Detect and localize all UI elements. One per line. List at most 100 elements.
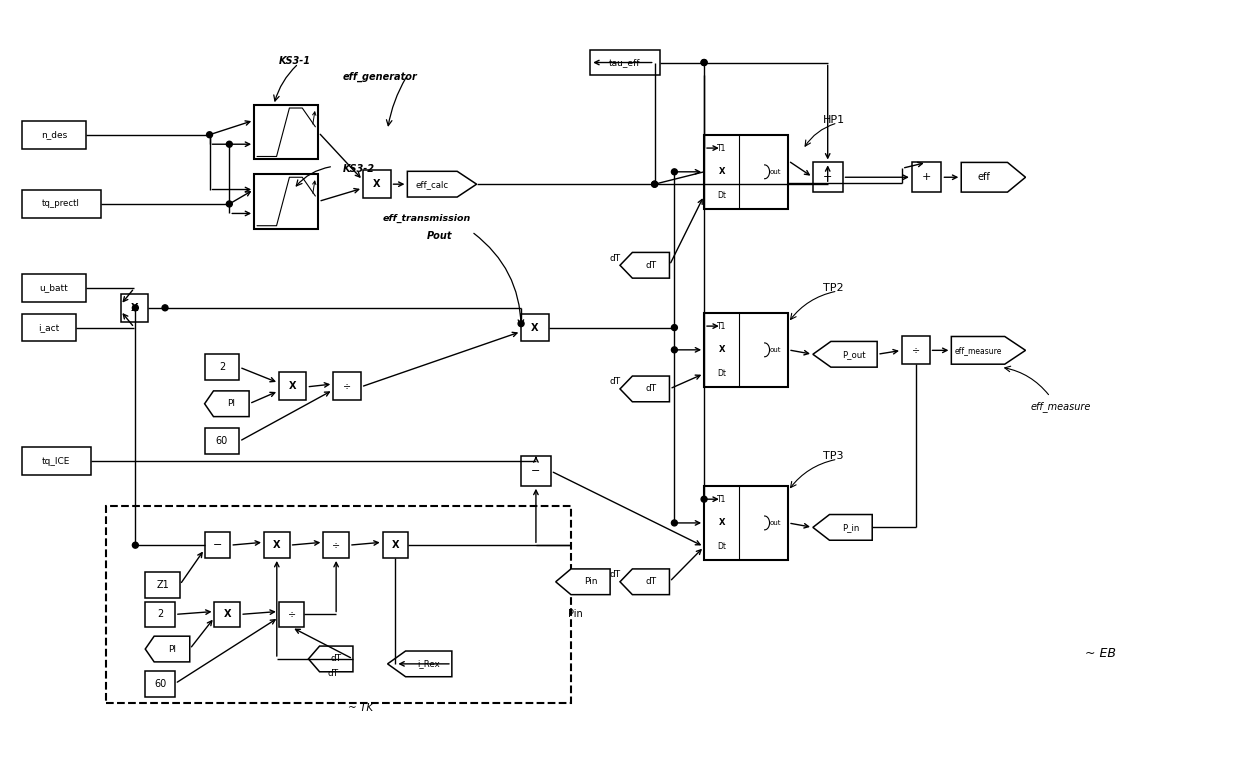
FancyBboxPatch shape — [21, 447, 91, 475]
Text: eff_calc: eff_calc — [415, 180, 449, 189]
Text: P_out: P_out — [842, 350, 866, 359]
Text: X: X — [130, 303, 138, 313]
Circle shape — [227, 141, 232, 147]
FancyBboxPatch shape — [145, 572, 180, 597]
Text: X: X — [223, 610, 231, 620]
Text: eff_measure: eff_measure — [955, 346, 1002, 355]
Text: eff_generator: eff_generator — [343, 72, 418, 82]
Polygon shape — [556, 569, 610, 594]
FancyBboxPatch shape — [254, 105, 319, 159]
Text: tq_prectl: tq_prectl — [42, 200, 81, 209]
Text: +: + — [921, 172, 931, 182]
Text: ÷: ÷ — [911, 345, 920, 355]
FancyBboxPatch shape — [279, 372, 306, 400]
Text: dT: dT — [327, 669, 339, 678]
Text: 60: 60 — [216, 437, 228, 447]
Text: X: X — [273, 540, 280, 550]
FancyBboxPatch shape — [254, 174, 319, 229]
FancyBboxPatch shape — [334, 372, 361, 400]
Text: ÷: ÷ — [288, 610, 295, 620]
Polygon shape — [951, 337, 1025, 364]
FancyBboxPatch shape — [145, 671, 175, 696]
Text: HP1: HP1 — [823, 115, 844, 125]
Text: ÷: ÷ — [332, 540, 340, 550]
FancyBboxPatch shape — [21, 314, 76, 341]
Text: X: X — [718, 168, 725, 176]
Text: 60: 60 — [154, 679, 166, 689]
Text: KS3-2: KS3-2 — [343, 165, 374, 174]
Text: Z1: Z1 — [156, 580, 169, 590]
FancyBboxPatch shape — [704, 312, 789, 387]
Circle shape — [671, 325, 677, 331]
Text: dT: dT — [645, 261, 656, 270]
Text: n_des: n_des — [41, 130, 67, 139]
Text: eff: eff — [978, 172, 991, 182]
Circle shape — [671, 520, 677, 526]
Text: −: − — [531, 466, 541, 476]
FancyBboxPatch shape — [324, 533, 348, 558]
Circle shape — [227, 201, 232, 207]
FancyBboxPatch shape — [215, 601, 241, 627]
Text: X: X — [392, 540, 399, 550]
Text: ÷: ÷ — [343, 381, 351, 391]
Circle shape — [671, 169, 677, 174]
Text: Pin: Pin — [584, 578, 598, 586]
Text: Dt: Dt — [717, 543, 727, 551]
Text: 2: 2 — [157, 610, 164, 620]
FancyBboxPatch shape — [521, 456, 551, 486]
Text: dT: dT — [610, 254, 620, 263]
Text: tq_ICE: tq_ICE — [42, 456, 71, 466]
FancyBboxPatch shape — [704, 486, 789, 560]
Text: PI: PI — [167, 645, 176, 654]
Text: T1: T1 — [717, 322, 727, 331]
Text: T1: T1 — [717, 143, 727, 152]
Text: −: − — [823, 172, 832, 182]
Text: X: X — [289, 381, 296, 391]
Polygon shape — [388, 651, 451, 677]
Text: dT: dT — [610, 570, 620, 579]
Polygon shape — [205, 391, 249, 417]
FancyBboxPatch shape — [21, 274, 86, 302]
Text: 2: 2 — [218, 362, 224, 372]
Text: dT: dT — [645, 384, 656, 393]
FancyBboxPatch shape — [205, 533, 231, 558]
Circle shape — [518, 321, 525, 327]
Text: Pin: Pin — [568, 610, 583, 620]
Text: out: out — [770, 520, 781, 526]
Text: X: X — [718, 518, 725, 527]
FancyBboxPatch shape — [205, 354, 239, 380]
Text: X: X — [531, 322, 538, 332]
FancyBboxPatch shape — [901, 337, 930, 364]
Text: Dt: Dt — [717, 191, 727, 200]
FancyBboxPatch shape — [21, 190, 100, 218]
Text: u_batt: u_batt — [40, 283, 68, 293]
FancyBboxPatch shape — [383, 533, 408, 558]
Polygon shape — [961, 162, 1025, 192]
Polygon shape — [813, 341, 877, 367]
Text: dT: dT — [610, 377, 620, 386]
FancyBboxPatch shape — [205, 428, 239, 454]
Text: dT: dT — [331, 655, 342, 664]
FancyBboxPatch shape — [911, 162, 941, 192]
Text: TP2: TP2 — [823, 283, 843, 293]
Text: T1: T1 — [717, 495, 727, 504]
Text: eff_measure: eff_measure — [1030, 402, 1091, 412]
Text: X: X — [373, 179, 381, 189]
FancyBboxPatch shape — [21, 121, 86, 149]
Text: PI: PI — [227, 399, 236, 408]
FancyBboxPatch shape — [813, 162, 842, 192]
Text: P_in: P_in — [842, 523, 859, 532]
Text: i_act: i_act — [38, 323, 60, 332]
Circle shape — [133, 543, 139, 548]
Circle shape — [652, 181, 657, 187]
Circle shape — [671, 347, 677, 353]
FancyBboxPatch shape — [590, 50, 660, 75]
Text: X: X — [718, 345, 725, 354]
FancyBboxPatch shape — [120, 294, 149, 322]
Polygon shape — [408, 171, 476, 197]
Text: dT: dT — [645, 578, 656, 586]
Text: Dt: Dt — [717, 369, 727, 378]
Text: −: − — [213, 540, 222, 550]
FancyBboxPatch shape — [363, 171, 391, 198]
Polygon shape — [309, 646, 353, 672]
